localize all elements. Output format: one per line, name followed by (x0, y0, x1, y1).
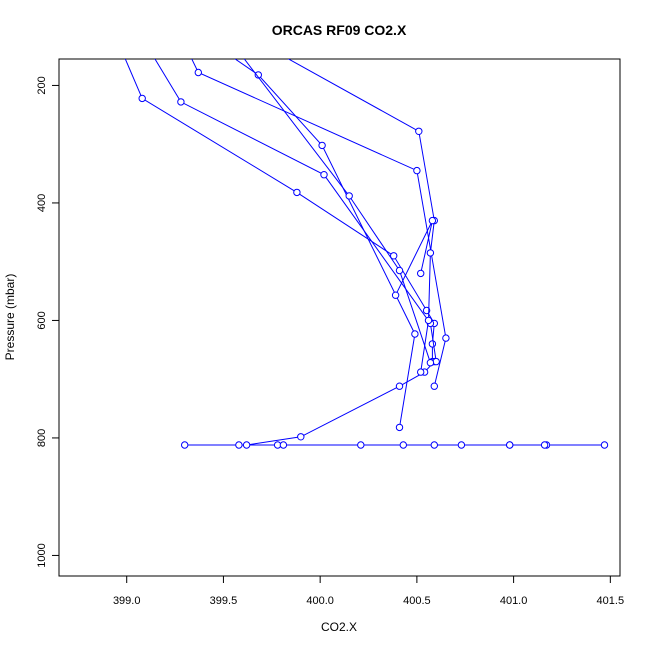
data-point (428, 216, 437, 225)
data-point (138, 94, 146, 103)
data-point (457, 441, 466, 449)
data-point (426, 359, 435, 367)
data-point (181, 441, 189, 449)
data-point (417, 269, 425, 278)
x-tick-label: 399.0 (113, 595, 141, 607)
y-axis: 200 400 600 800 1000 (36, 76, 59, 568)
data-point (415, 127, 423, 136)
y-tick-label: 600 (36, 311, 48, 329)
data-point (116, 41, 122, 47)
data-point (259, 41, 265, 47)
data-point (417, 368, 425, 376)
data-point (279, 441, 288, 449)
data-point (506, 441, 514, 449)
data-point (422, 306, 431, 315)
x-tick-label: 401.0 (500, 595, 528, 607)
data-point (411, 330, 419, 338)
data-point (318, 141, 326, 150)
data-point (211, 41, 217, 47)
series-line-3 (191, 59, 447, 387)
y-tick-label: 800 (36, 429, 48, 447)
data-point (177, 98, 185, 106)
y-tick-label: 1000 (36, 543, 48, 567)
plot-frame (58, 58, 621, 577)
y-tick-label: 400 (36, 194, 48, 212)
data-point (432, 357, 440, 366)
data-point (230, 41, 236, 47)
series-line-6 (243, 59, 431, 363)
data-point (143, 41, 149, 47)
x-axis: 399.0 399.5 400.0 400.5 401.0 401.5 (113, 576, 624, 607)
data-point (254, 71, 262, 79)
series-line-4 (234, 59, 416, 428)
data-point (235, 441, 243, 449)
data-point (413, 166, 421, 175)
data-point (395, 266, 404, 275)
data-point (357, 441, 365, 449)
x-tick-label: 400.0 (306, 595, 334, 607)
data-point (390, 252, 398, 260)
x-tick-label: 400.5 (403, 595, 431, 607)
y-tick-label: 200 (36, 76, 48, 94)
series-layer (116, 41, 609, 449)
x-axis-label: CO2.X (321, 620, 357, 634)
series-line-7 (395, 220, 433, 296)
data-point (442, 334, 450, 342)
data-point (391, 291, 400, 299)
series-line-2 (154, 59, 437, 362)
x-tick-label: 401.5 (597, 595, 625, 607)
data-point (540, 441, 549, 449)
x-tick-label: 399.5 (210, 595, 238, 607)
data-point (320, 171, 328, 179)
data-point (430, 441, 438, 449)
data-point (430, 382, 438, 390)
series-line-1 (124, 59, 605, 446)
data-point (345, 192, 353, 200)
data-point (293, 188, 301, 197)
data-point (600, 441, 609, 449)
data-point (428, 340, 437, 348)
data-point (399, 441, 407, 449)
data-point (424, 316, 433, 325)
data-point (194, 68, 203, 77)
data-point (242, 441, 251, 449)
data-point (182, 41, 188, 47)
y-axis-label: Pressure (mbar) (3, 274, 17, 361)
data-point (395, 382, 404, 390)
data-point (426, 249, 435, 257)
chart-title: ORCAS RF09 CO2.X (272, 22, 407, 38)
data-point (297, 433, 305, 441)
series-line-5 (287, 59, 435, 373)
data-point (395, 423, 404, 432)
